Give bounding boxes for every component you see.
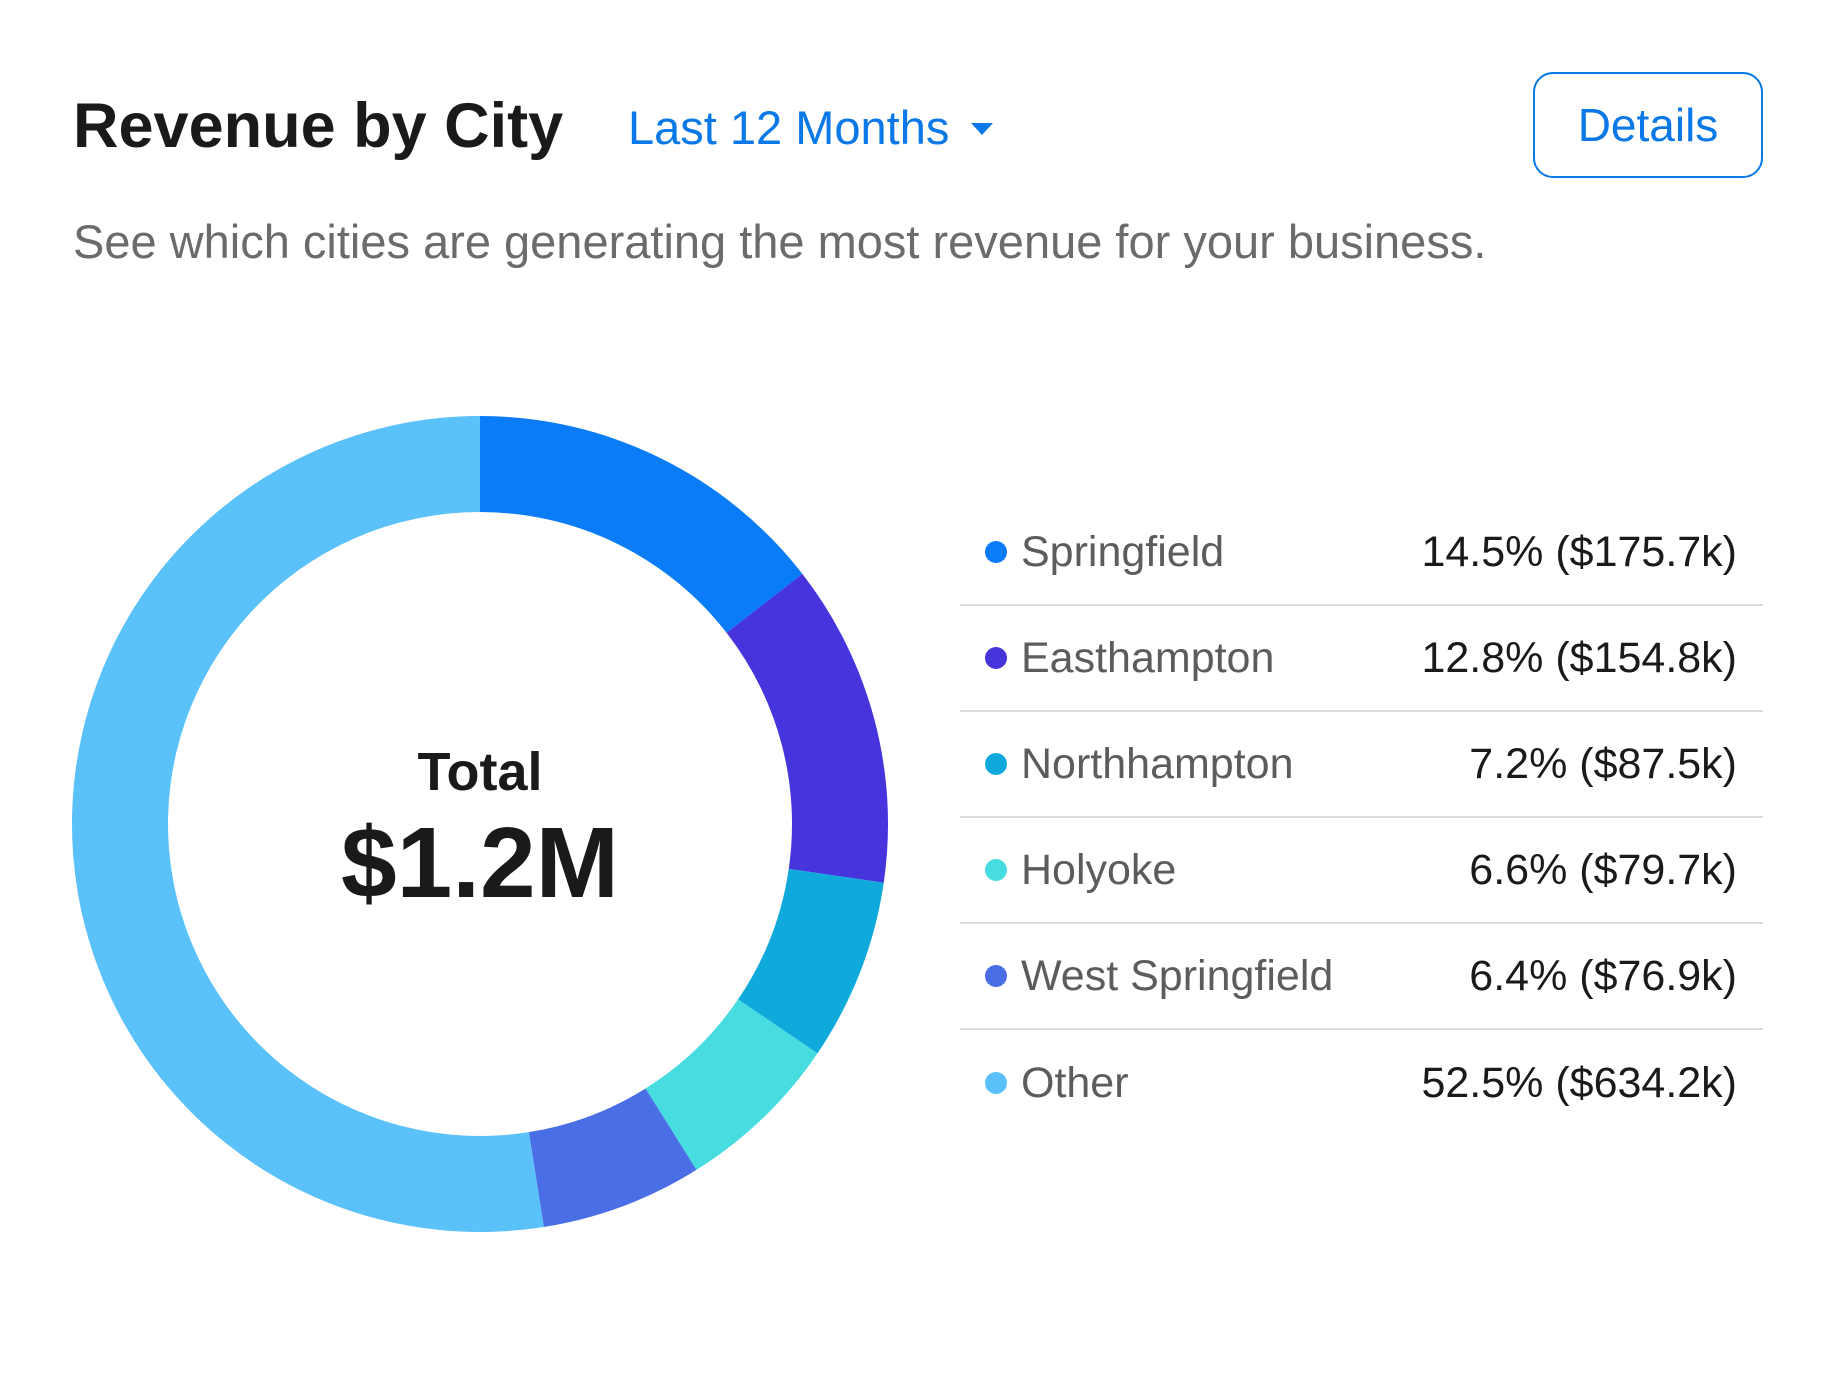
- date-range-dropdown[interactable]: Last 12 Months: [628, 98, 994, 158]
- card-title: Revenue by City: [73, 91, 564, 161]
- legend-city-name: Easthampton: [1021, 633, 1275, 682]
- donut-slice-holyoke: [645, 999, 818, 1170]
- legend-row: West Springfield 6.4% ($76.9k): [960, 924, 1763, 1030]
- legend-dot-icon: [985, 965, 1007, 987]
- legend-city-name: Northhampton: [1021, 739, 1294, 788]
- legend-city-name: West Springfield: [1021, 951, 1334, 1000]
- legend-dot-icon: [985, 541, 1007, 563]
- legend-city-name: Holyoke: [1021, 845, 1177, 894]
- legend-dot-icon: [985, 753, 1007, 775]
- donut-slice-northhampton: [738, 868, 884, 1054]
- legend-city-name: Other: [1021, 1058, 1129, 1107]
- legend-row: Easthampton 12.8% ($154.8k): [960, 606, 1763, 712]
- donut-slice-west-springfield: [528, 1088, 697, 1227]
- legend-city-value: 14.5% ($175.7k): [1421, 527, 1737, 576]
- donut-slice-springfield: [480, 416, 803, 633]
- donut-chart: [72, 416, 888, 1232]
- details-button[interactable]: Details: [1533, 72, 1763, 178]
- total-label: Total: [417, 742, 543, 802]
- legend-city-value: 6.4% ($76.9k): [1469, 951, 1737, 1000]
- legend-row: Northhampton 7.2% ($87.5k): [960, 712, 1763, 818]
- legend: Springfield 14.5% ($175.7k) Easthampton 12.…: [960, 500, 1763, 1136]
- total-value: $1.2M: [341, 807, 619, 919]
- legend-row: Springfield 14.5% ($175.7k): [960, 500, 1763, 606]
- legend-row: Holyoke 6.6% ($79.7k): [960, 818, 1763, 924]
- legend-dot-icon: [985, 1072, 1007, 1094]
- card-subtitle: See which cities are generating the most…: [73, 215, 1487, 268]
- donut-slice-other: [72, 416, 544, 1232]
- legend-row: Other 52.5% ($634.2k): [960, 1030, 1763, 1136]
- legend-dot-icon: [985, 859, 1007, 881]
- legend-dot-icon: [985, 647, 1007, 669]
- legend-city-value: 52.5% ($634.2k): [1421, 1058, 1737, 1107]
- legend-city-value: 6.6% ($79.7k): [1469, 845, 1737, 894]
- caret-down-icon: [971, 123, 994, 135]
- date-range-label: Last 12 Months: [628, 101, 950, 154]
- legend-city-value: 7.2% ($87.5k): [1469, 739, 1737, 788]
- legend-city-name: Springfield: [1021, 527, 1225, 576]
- legend-city-value: 12.8% ($154.8k): [1421, 633, 1737, 682]
- donut-slice-easthampton: [726, 573, 888, 883]
